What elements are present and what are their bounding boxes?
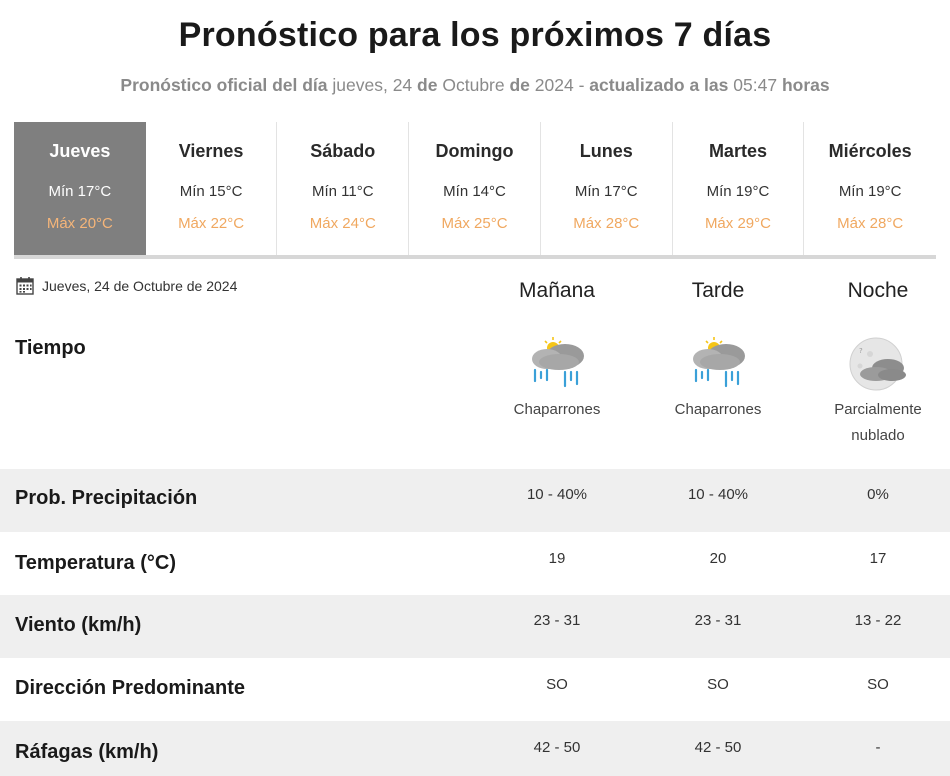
column-header-noche: Noche (847, 279, 909, 302)
row-label-temperatura: Temperatura (°C) (15, 552, 176, 574)
day-max-temp: Máx 28°C (837, 215, 904, 232)
selected-date: Jueves, 24 de Octubre de 2024 (16, 276, 237, 295)
column-header-tarde: Tarde (691, 279, 745, 302)
day-max-temp: Máx 29°C (704, 215, 771, 232)
day-max-temp: Máx 22°C (178, 215, 245, 232)
day-name: Jueves (49, 141, 111, 161)
day-max-temp: Máx 24°C (309, 215, 376, 232)
table-cell: 23 - 31 (533, 612, 581, 629)
day-tab-sabado[interactable]: Sábado Mín 11°C Máx 24°C (277, 122, 410, 255)
table-cell: 42 - 50 (533, 739, 581, 756)
rain-showers-icon (686, 334, 750, 390)
day-name: Miércoles (828, 141, 912, 161)
table-cell: 42 - 50 (694, 739, 742, 756)
table-cell: 10 - 40% (526, 486, 588, 503)
day-tab-viernes[interactable]: Viernes Mín 15°C Máx 22°C (146, 122, 278, 255)
weather-description-tarde: Chaparrones (674, 401, 762, 418)
day-min-temp: Mín 17°C (574, 183, 638, 200)
rain-showers-icon (525, 334, 589, 390)
day-name: Lunes (579, 141, 633, 161)
table-row: Prob. Precipitación 10 - 40% 10 - 40% 0% (0, 469, 950, 532)
table-cell: SO (707, 676, 729, 693)
row-label-rafagas: Ráfagas (km/h) (15, 741, 159, 763)
table-cell: 23 - 31 (694, 612, 742, 629)
day-name: Sábado (310, 141, 376, 161)
table-cell: 19 (548, 550, 566, 567)
table-cell: 20 (709, 550, 727, 567)
table-cell: SO (546, 676, 568, 693)
weather-description-manana: Chaparrones (513, 401, 601, 418)
day-tab-domingo[interactable]: Domingo Mín 14°C Máx 25°C (409, 122, 541, 255)
day-tab-miercoles[interactable]: Miércoles Mín 19°C Máx 28°C (804, 122, 936, 255)
row-label-direccion: Dirección Predominante (15, 677, 246, 699)
day-tab-jueves[interactable]: Jueves Mín 17°C Máx 20°C (14, 122, 146, 255)
row-label-viento: Viento (km/h) (15, 614, 142, 636)
table-row: Temperatura (°C) 19 20 17 (0, 532, 950, 595)
row-label-prob-precipitacion: Prob. Precipitación (15, 487, 198, 509)
weather-description-noche: Parcialmente nublado (834, 401, 922, 444)
day-min-temp: Mín 17°C (48, 183, 112, 200)
day-min-temp: Mín 15°C (179, 183, 243, 200)
table-row: Viento (km/h) 23 - 31 23 - 31 13 - 22 (0, 595, 950, 658)
day-name: Domingo (435, 141, 514, 161)
day-min-temp: Mín 14°C (443, 183, 506, 200)
day-tab-martes[interactable]: Martes Mín 19°C Máx 29°C (673, 122, 805, 255)
forecast-subtitle: Pronóstico oficial del día jueves, 24 de… (120, 75, 830, 95)
table-cell: 0% (867, 486, 889, 503)
table-cell: 10 - 40% (687, 486, 749, 503)
table-cell: - (875, 739, 881, 756)
table-cell: 13 - 22 (854, 612, 902, 629)
day-max-temp: Máx 25°C (441, 215, 508, 232)
day-max-temp: Máx 20°C (46, 215, 113, 232)
page-title: Pronóstico para los próximos 7 días (178, 16, 772, 54)
selected-date-text: Jueves, 24 de Octubre de 2024 (42, 277, 238, 294)
day-max-temp: Máx 28°C (573, 215, 640, 232)
day-tab-lunes[interactable]: Lunes Mín 17°C Máx 28°C (541, 122, 673, 255)
column-header-manana: Mañana (519, 279, 595, 302)
table-row: Ráfagas (km/h) 42 - 50 42 - 50 - (0, 721, 950, 776)
table-cell: 17 (869, 550, 887, 567)
table-row: Dirección Predominante SO SO SO (0, 658, 950, 721)
svg-text:?: ? (859, 347, 863, 355)
day-tabs: Jueves Mín 17°C Máx 20°C Viernes Mín 15°… (14, 122, 936, 259)
calendar-icon (16, 276, 34, 295)
day-min-temp: Mín 11°C (312, 183, 374, 200)
day-name: Martes (708, 141, 767, 161)
partly-cloudy-night-icon: ? (846, 336, 910, 392)
day-name: Viernes (178, 141, 244, 161)
day-min-temp: Mín 19°C (706, 183, 770, 200)
day-min-temp: Mín 19°C (838, 183, 902, 200)
table-cell: SO (867, 676, 889, 693)
row-label-tiempo: Tiempo (15, 337, 86, 359)
